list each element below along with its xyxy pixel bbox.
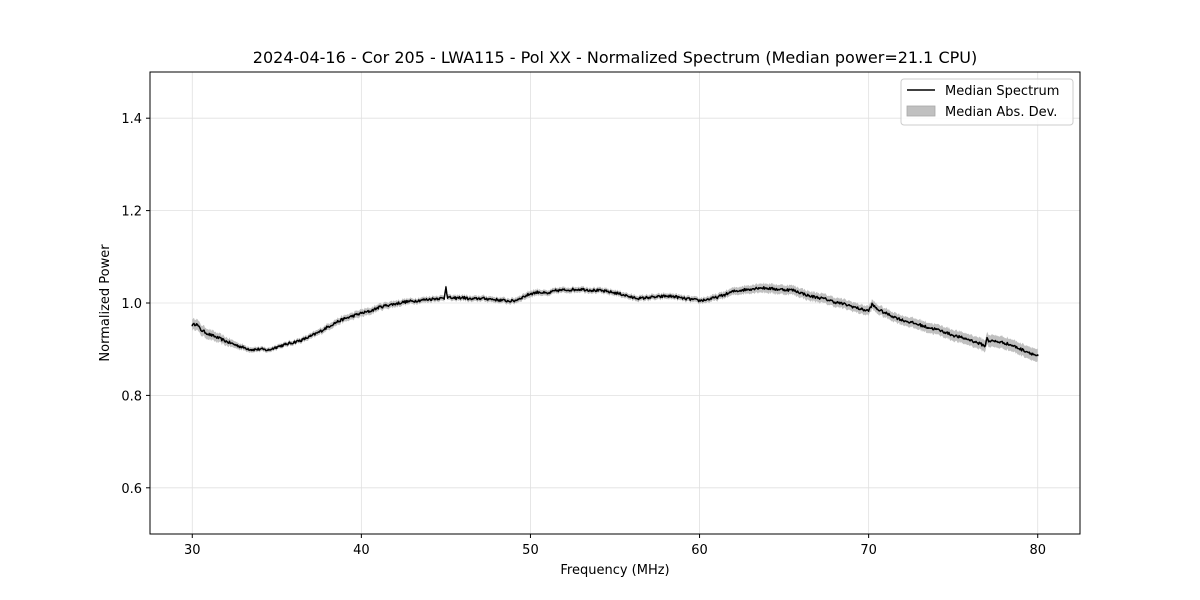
x-axis-ticks: 30 40 50 60 70 80 bbox=[184, 534, 1046, 558]
y-tick-label: 1.2 bbox=[121, 205, 142, 220]
y-axis-ticks: 0.6 0.8 1.0 1.2 1.4 bbox=[121, 112, 150, 497]
median-spectrum-line bbox=[191, 286, 1039, 357]
y-tick-label: 0.8 bbox=[121, 389, 142, 404]
x-tick-label: 40 bbox=[353, 543, 370, 558]
y-tick-label: 1.4 bbox=[121, 112, 142, 127]
y-axis-label: Normalized Power bbox=[98, 244, 113, 362]
legend-median-abs-dev-swatch bbox=[906, 105, 936, 117]
legend-box bbox=[900, 78, 1074, 126]
y-tick-label: 0.6 bbox=[121, 482, 142, 497]
x-tick-label: 80 bbox=[1029, 543, 1046, 558]
x-tick-label: 50 bbox=[522, 543, 539, 558]
x-axis-label: Frequency (MHz) bbox=[560, 563, 669, 578]
chart-title: 2024-04-16 - Cor 205 - LWA115 - Pol XX -… bbox=[253, 48, 977, 67]
legend-median-abs-dev-label: Median Abs. Dev. bbox=[945, 105, 1057, 120]
x-tick-label: 60 bbox=[691, 543, 708, 558]
y-tick-label: 1.0 bbox=[121, 297, 142, 312]
legend-median-spectrum-label: Median Spectrum bbox=[945, 84, 1059, 99]
x-tick-label: 30 bbox=[184, 543, 201, 558]
x-tick-label: 70 bbox=[860, 543, 877, 558]
legend: Median Spectrum Median Abs. Dev. bbox=[900, 78, 1074, 126]
